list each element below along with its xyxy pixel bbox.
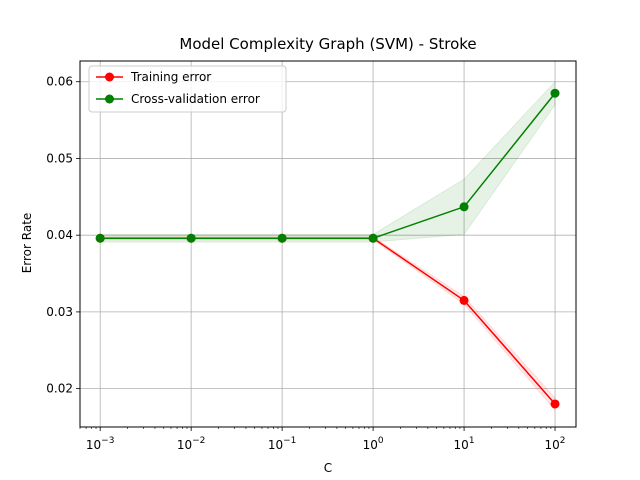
x-axis: 10−3 10−2 10−1 100 101 102 <box>79 427 566 452</box>
cross-validation-error-point <box>277 233 287 243</box>
chart-title: Model Complexity Graph (SVM) - Stroke <box>179 35 476 53</box>
x-tick-base: 10 <box>454 438 469 452</box>
legend-cross-validation-error-label: Cross-validation error <box>131 92 260 106</box>
x-tick-label: 10−1 <box>268 436 297 452</box>
series-points <box>95 88 560 409</box>
series-lines <box>100 92 556 405</box>
y-tick-label: 0.04 <box>46 228 73 242</box>
x-tick-label: 10−3 <box>86 436 115 452</box>
cross-validation-error-point <box>550 88 560 98</box>
legend-training-error-marker <box>105 72 114 82</box>
cross-validation-error-line <box>100 92 556 239</box>
y-tick-label: 0.02 <box>46 382 73 396</box>
x-tick-exponent: −2 <box>192 436 205 446</box>
x-tick-exponent: 0 <box>378 436 384 446</box>
grid <box>80 61 576 427</box>
cross-validation-error-point <box>368 233 378 243</box>
plot-frame <box>79 60 577 428</box>
legend-box <box>88 65 287 113</box>
x-tick-base: 10 <box>86 438 101 452</box>
error-bands <box>99 80 556 412</box>
x-tick-base: 10 <box>177 438 192 452</box>
training-error-band <box>99 236 556 412</box>
x-tick-label: 10−2 <box>177 436 206 452</box>
y-axis: 0.02 0.03 0.04 0.05 0.06 <box>46 75 80 396</box>
legend: Training error Cross-validation error <box>88 65 287 113</box>
x-tick-exponent: 2 <box>560 436 566 446</box>
legend-training-error-label: Training error <box>130 70 211 84</box>
y-axis-label: Error Rate <box>20 213 34 274</box>
training-error-point <box>459 295 469 305</box>
y-tick-label: 0.06 <box>46 75 73 89</box>
x-tick-base: 10 <box>545 438 560 452</box>
x-tick-exponent: −1 <box>283 436 296 446</box>
training-error-point <box>550 399 560 409</box>
x-tick-label: 101 <box>454 436 475 452</box>
x-tick-base: 10 <box>363 438 378 452</box>
x-tick-label: 102 <box>545 436 566 452</box>
x-tick-exponent: 1 <box>469 436 475 446</box>
x-tick-base: 10 <box>268 438 283 452</box>
training-error-line <box>100 237 556 405</box>
cross-validation-error-point <box>459 202 469 212</box>
y-tick-label: 0.03 <box>46 305 73 319</box>
x-axis-label: C <box>324 461 332 475</box>
y-tick-label: 0.05 <box>46 151 73 165</box>
cross-validation-error-point <box>95 233 105 243</box>
legend-cross-validation-error-marker <box>105 94 114 104</box>
x-tick-exponent: −3 <box>101 436 114 446</box>
x-tick-label: 100 <box>363 436 384 452</box>
cross-validation-error-point <box>186 233 196 243</box>
